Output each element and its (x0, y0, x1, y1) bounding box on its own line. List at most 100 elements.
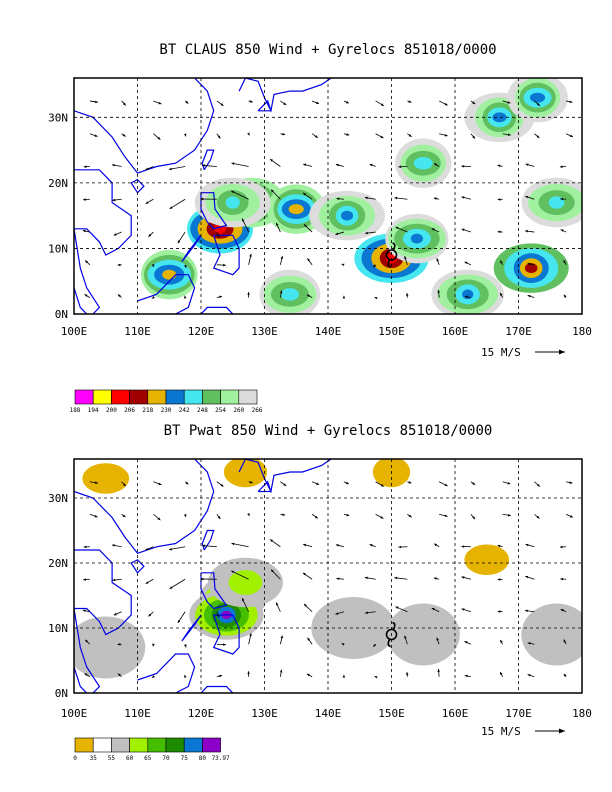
x-tick-label: 120E (188, 325, 215, 338)
y-tick-label: 30N (48, 492, 68, 505)
field-contour (280, 288, 299, 301)
wind-vector-head (364, 576, 368, 580)
panel1-title: BT CLAUS 850 Wind + Gyrelocs 851018/0000 (159, 42, 496, 58)
wind-vector (231, 543, 249, 548)
wind-vector-head (249, 100, 253, 103)
x-tick-label: 140E (315, 325, 342, 338)
wind-vector-head (231, 542, 235, 546)
coastline-segment (137, 653, 196, 693)
wind-vector-head (569, 134, 573, 137)
wind-vector-head (84, 673, 88, 677)
wind-vector-head (117, 294, 121, 298)
wind-vector-head (472, 101, 476, 104)
field-feature (194, 177, 271, 228)
wind-vector-head (497, 544, 501, 548)
field-contour (288, 204, 304, 215)
wind-vector-head (220, 103, 224, 106)
wind-vector-head (527, 262, 531, 266)
colorbar-swatch (129, 389, 149, 405)
wind-vector-head (472, 482, 476, 485)
wind-vector-head (461, 196, 465, 199)
wind-vector (169, 198, 186, 210)
panel2-frame (73, 458, 583, 694)
wind-vector-head (169, 586, 173, 589)
y-tick-label: 10N (48, 622, 68, 635)
field-contour (548, 196, 565, 209)
wind-vector (231, 190, 249, 200)
field-feature (309, 190, 385, 241)
panel1-vector-key: 15 M/S (481, 346, 565, 359)
wind-vector-head (242, 218, 245, 222)
field-contour (162, 269, 177, 280)
wind-vector-head (464, 641, 468, 644)
colorbar-label: 35 (90, 755, 98, 762)
colorbar-label: 194 (88, 407, 99, 414)
wind-vector-head (183, 514, 187, 518)
coastline-segment (74, 459, 215, 555)
coastline-segment (200, 685, 234, 693)
wind-vector-head (94, 514, 98, 518)
wind-vector-head (122, 483, 126, 487)
wind-vector-head (271, 569, 274, 573)
wind-vector-head (464, 261, 468, 265)
wind-vector-head (316, 101, 320, 105)
wind-vector-head (341, 643, 345, 646)
wind-vector-head (200, 577, 204, 581)
wind-vector-head (216, 614, 220, 618)
field-feature (207, 557, 283, 608)
colorbar-swatch (165, 389, 185, 405)
wind-vector-head (569, 100, 573, 104)
wind-vector-head (500, 260, 503, 264)
x-tick-label: 120E (188, 707, 215, 720)
wind-vector-head (283, 483, 287, 486)
wind-vector-head (303, 543, 307, 547)
panel1-coastline (74, 78, 332, 314)
field-feature (223, 459, 268, 488)
coastline-segment (238, 78, 332, 113)
coastline-segment (74, 169, 132, 314)
wind-vector-head (525, 609, 528, 613)
wind-vector-head (472, 516, 476, 520)
wind-vector-head (83, 165, 87, 168)
x-tick-label: 100E (61, 325, 88, 338)
wind-vector-head (380, 484, 384, 487)
colorbar-label: 73.97 (212, 755, 230, 762)
wind-vector-head (247, 671, 250, 674)
colorbar-swatch (165, 737, 185, 753)
wind-vector-head (83, 578, 86, 581)
panel2-wind-vectors (82, 480, 574, 679)
field-feature (493, 243, 569, 293)
field-feature (74, 616, 146, 679)
wind-vector-head (148, 233, 152, 237)
wind-vector-head (404, 256, 407, 260)
x-tick-label: 180 (572, 707, 592, 720)
wind-vector (231, 162, 249, 167)
wind-vector-head (202, 544, 205, 548)
wind-vector-head (85, 639, 88, 643)
field-contour (311, 597, 396, 659)
wind-vector-head (437, 669, 440, 672)
y-tick-label: 0N (55, 308, 68, 321)
wind-vector-head (464, 674, 468, 678)
field-feature (507, 78, 568, 123)
panel1-grid (74, 78, 582, 314)
wind-vector-head (177, 619, 181, 623)
wind-vector-head (158, 101, 162, 105)
wind-vector-head (373, 643, 377, 647)
wind-vector-head (405, 292, 409, 296)
wind-vector-head (303, 163, 307, 167)
colorbar-swatch (92, 389, 112, 405)
colorbar-swatch (238, 389, 258, 405)
x-tick-label: 110E (124, 325, 151, 338)
wind-vector-head (336, 197, 340, 201)
wind-vector-head (184, 295, 187, 299)
field-contour (413, 157, 433, 170)
wind-vector-head (527, 674, 531, 677)
wind-vector-head (95, 481, 98, 484)
wind-vector-head (185, 481, 189, 485)
wind-vector-head (183, 133, 187, 137)
panel2-colorbar: 0 35 55 60 65 70 75 80 73.97 (73, 737, 230, 762)
colorbar-swatch (129, 737, 149, 753)
x-tick-label: 140E (315, 707, 342, 720)
wind-vector-head (536, 515, 540, 519)
